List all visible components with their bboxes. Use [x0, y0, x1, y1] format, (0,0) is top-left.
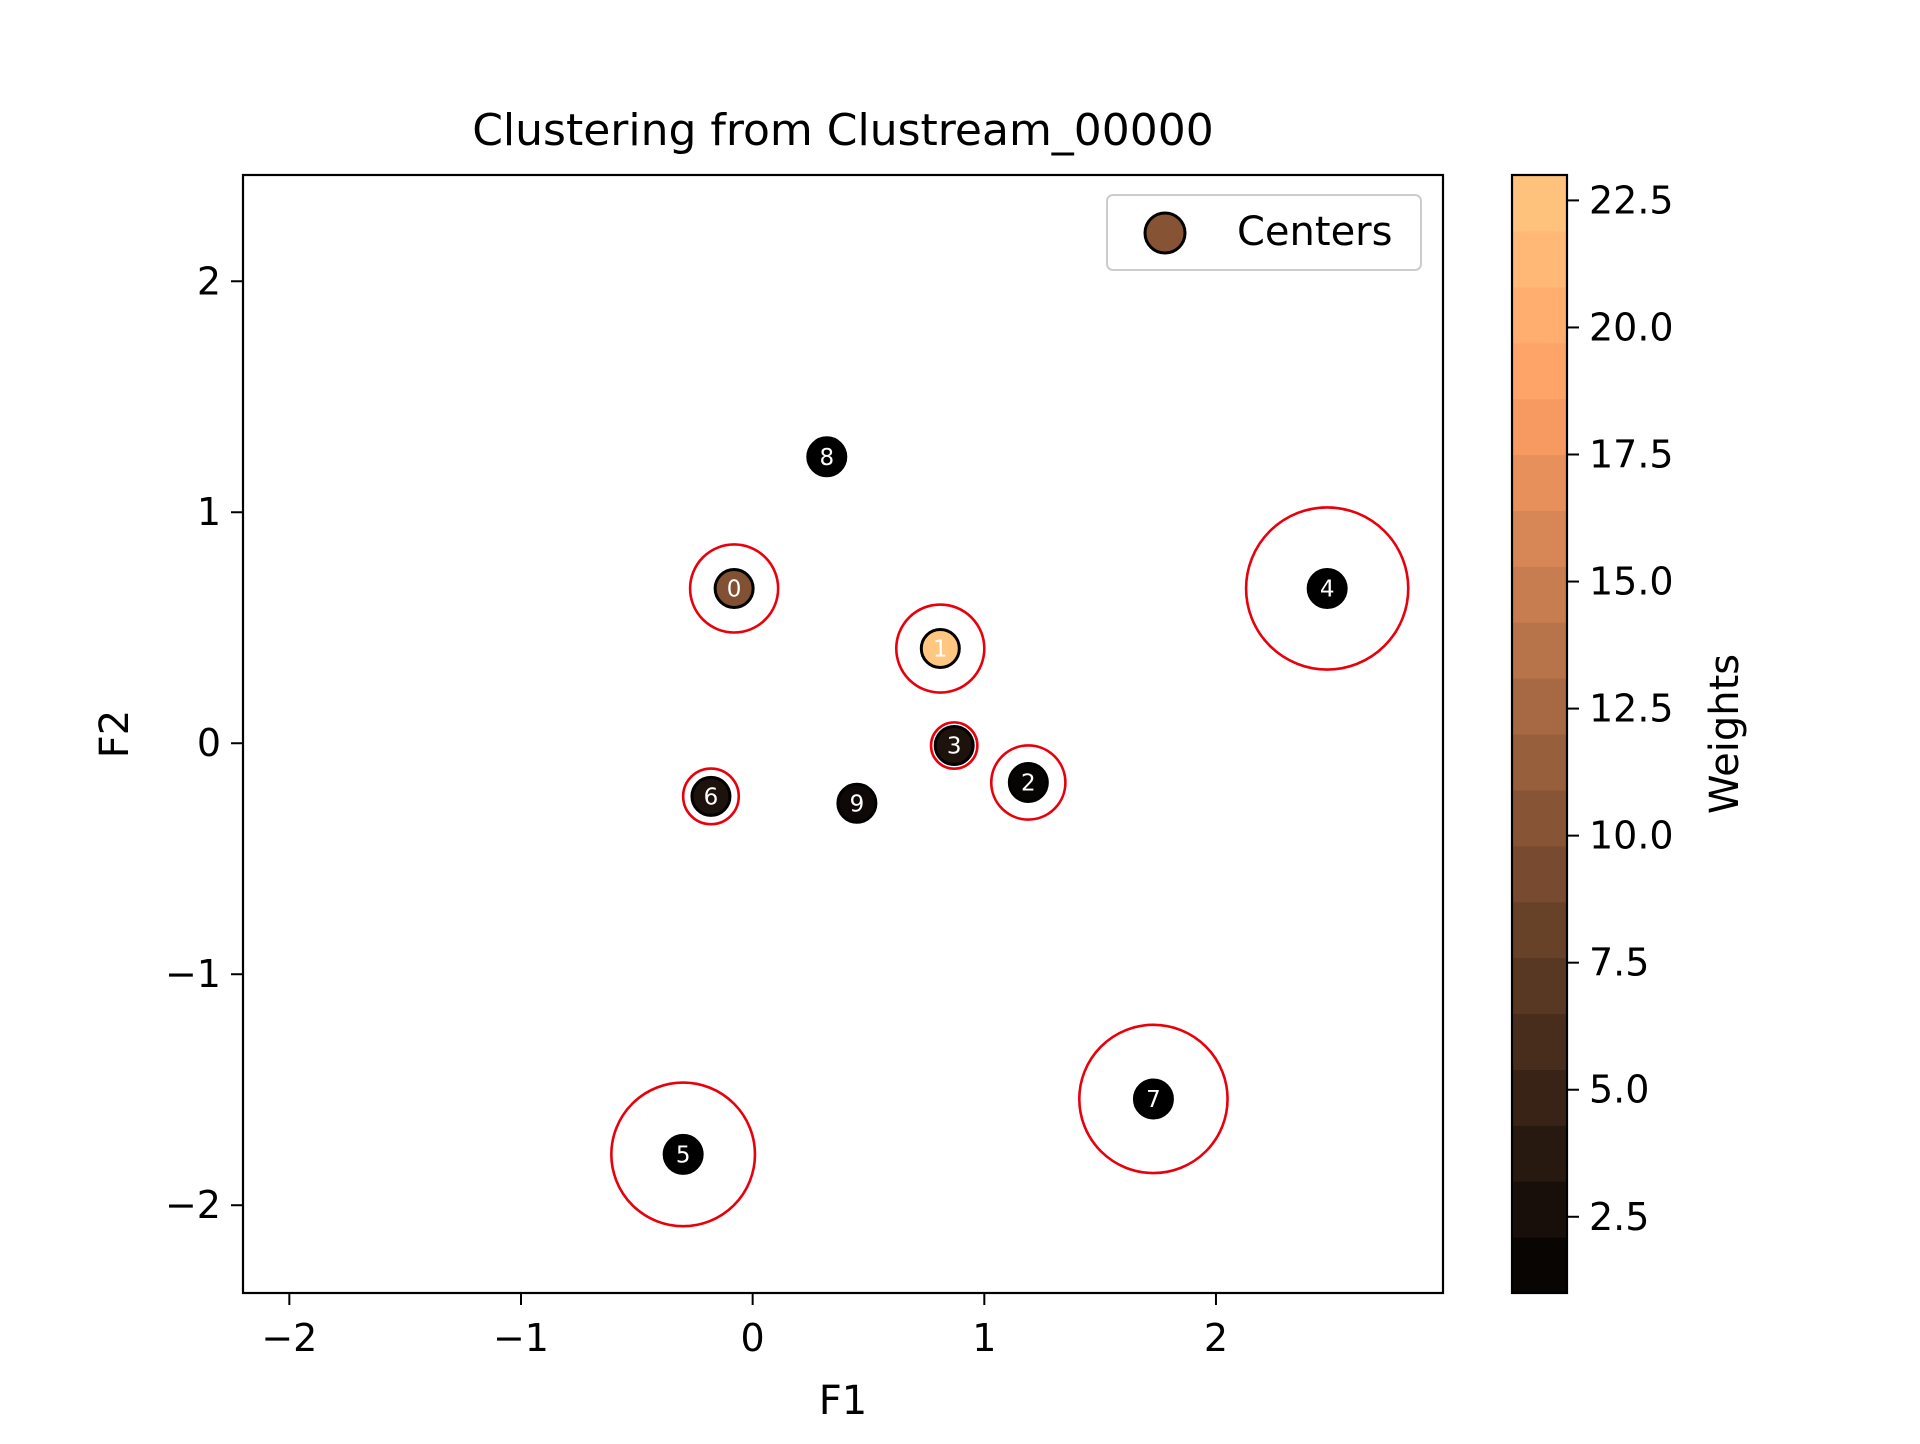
plot-area: 0 1 2 3 4 5 6 7 8 9 [241, 173, 1445, 1295]
colorbar-band [1512, 398, 1567, 456]
colorbar-band [1512, 1125, 1567, 1182]
colorbar-band [1512, 957, 1567, 1015]
center-label-0: 0 [727, 576, 742, 602]
colorbar-band [1512, 1013, 1567, 1070]
center-point-7 [1132, 1078, 1174, 1120]
colorbar-tick-label: 17.5 [1589, 433, 1674, 477]
colorbar-tick-label: 2.5 [1589, 1195, 1649, 1239]
colorbar-band [1512, 1069, 1567, 1126]
y-tick-label: 1 [197, 490, 221, 534]
x-tick-label: 0 [741, 1316, 765, 1360]
x-tick-label: 1 [972, 1316, 996, 1360]
y-tick-label: 2 [197, 259, 221, 303]
x-axis: −2 −1 0 1 2 [261, 1293, 1228, 1360]
center-label-9: 9 [850, 791, 865, 817]
colorbar-tick-label: 12.5 [1589, 687, 1674, 731]
marks-layer: 0 1 2 3 4 5 6 7 8 9 [610, 436, 1410, 1228]
legend-label-centers: Centers [1237, 209, 1392, 255]
colorbar-band [1512, 342, 1567, 400]
colorbar-band [1512, 734, 1567, 791]
colorbar-band [1512, 566, 1567, 623]
colorbar-tick-label: 15.0 [1589, 560, 1674, 604]
colorbar-ticks: 2.5 5.0 7.5 10.0 12.5 15.0 17.5 20.0 22.5 [1567, 178, 1674, 1239]
colorbar-tick-label: 20.0 [1589, 305, 1674, 349]
center-point-0 [713, 567, 755, 609]
colorbar-label: Weights [1702, 654, 1748, 814]
colorbar-band [1512, 845, 1567, 903]
legend-marker-centers [1143, 211, 1187, 255]
chart-title: Clustering from Clustream_00000 [472, 105, 1214, 156]
y-tick-label: −1 [165, 952, 221, 996]
colorbar-frame [1510, 173, 1569, 1295]
plot-background [243, 175, 1443, 1293]
cluster-radius-7 [1077, 1023, 1229, 1175]
center-label-6: 6 [704, 784, 719, 810]
center-point-8 [806, 436, 848, 478]
legend: Centers [1106, 194, 1422, 271]
cluster-radius-3 [929, 721, 979, 771]
center-point-9 [836, 782, 878, 824]
colorbar-band [1512, 678, 1567, 735]
colorbar-band [1512, 230, 1567, 288]
x-tick-label: −1 [493, 1316, 549, 1360]
colorbar-band [1512, 175, 1567, 232]
cluster-radius-5 [610, 1081, 757, 1228]
x-tick-label: −2 [261, 1316, 317, 1360]
center-point-4 [1306, 567, 1348, 609]
y-axis: −2 −1 0 1 2 [165, 259, 243, 1227]
y-tick-label: −2 [165, 1183, 221, 1227]
center-label-2: 2 [1021, 771, 1036, 797]
y-axis-label: F2 [92, 710, 138, 758]
colorbar-tick-label: 10.0 [1589, 814, 1674, 858]
x-axis-label: F1 [819, 1378, 867, 1424]
cluster-radius-2 [989, 744, 1067, 821]
center-label-8: 8 [819, 445, 834, 471]
cluster-radius-4 [1244, 506, 1410, 671]
y-tick-label: 0 [197, 721, 221, 765]
center-point-1 [919, 628, 961, 670]
center-label-1: 1 [933, 637, 948, 663]
colorbar: 2.5 5.0 7.5 10.0 12.5 15.0 17.5 20.0 22.5 Weight… [1510, 173, 1748, 1295]
colorbar-band [1512, 510, 1567, 567]
colorbar-tick-label: 5.0 [1589, 1068, 1649, 1112]
colorbar-tick-label: 22.5 [1589, 178, 1674, 222]
legend-box [1106, 194, 1422, 271]
center-label-3: 3 [947, 734, 962, 760]
center-label-4: 4 [1320, 576, 1335, 602]
cluster-radius-1 [894, 603, 986, 694]
colorbar-band [1512, 286, 1567, 344]
center-point-6 [690, 775, 732, 817]
colorbar-band [1512, 454, 1567, 511]
colorbar-band [1512, 622, 1567, 679]
colorbar-band [1512, 1237, 1567, 1294]
colorbar-band [1512, 901, 1567, 959]
x-tick-label: 2 [1204, 1316, 1228, 1360]
center-point-5 [662, 1133, 704, 1175]
center-point-3 [933, 725, 975, 767]
center-label-7: 7 [1146, 1087, 1161, 1113]
colorbar-gradient [1512, 175, 1567, 1294]
cluster-radius-6 [681, 767, 741, 826]
colorbar-band [1512, 1181, 1567, 1238]
colorbar-band [1512, 789, 1567, 847]
colorbar-tick-label: 7.5 [1589, 941, 1649, 985]
cluster-radius-0 [688, 543, 780, 634]
plot-frame [241, 173, 1445, 1295]
center-point-2 [1007, 762, 1049, 804]
center-label-5: 5 [676, 1142, 691, 1168]
